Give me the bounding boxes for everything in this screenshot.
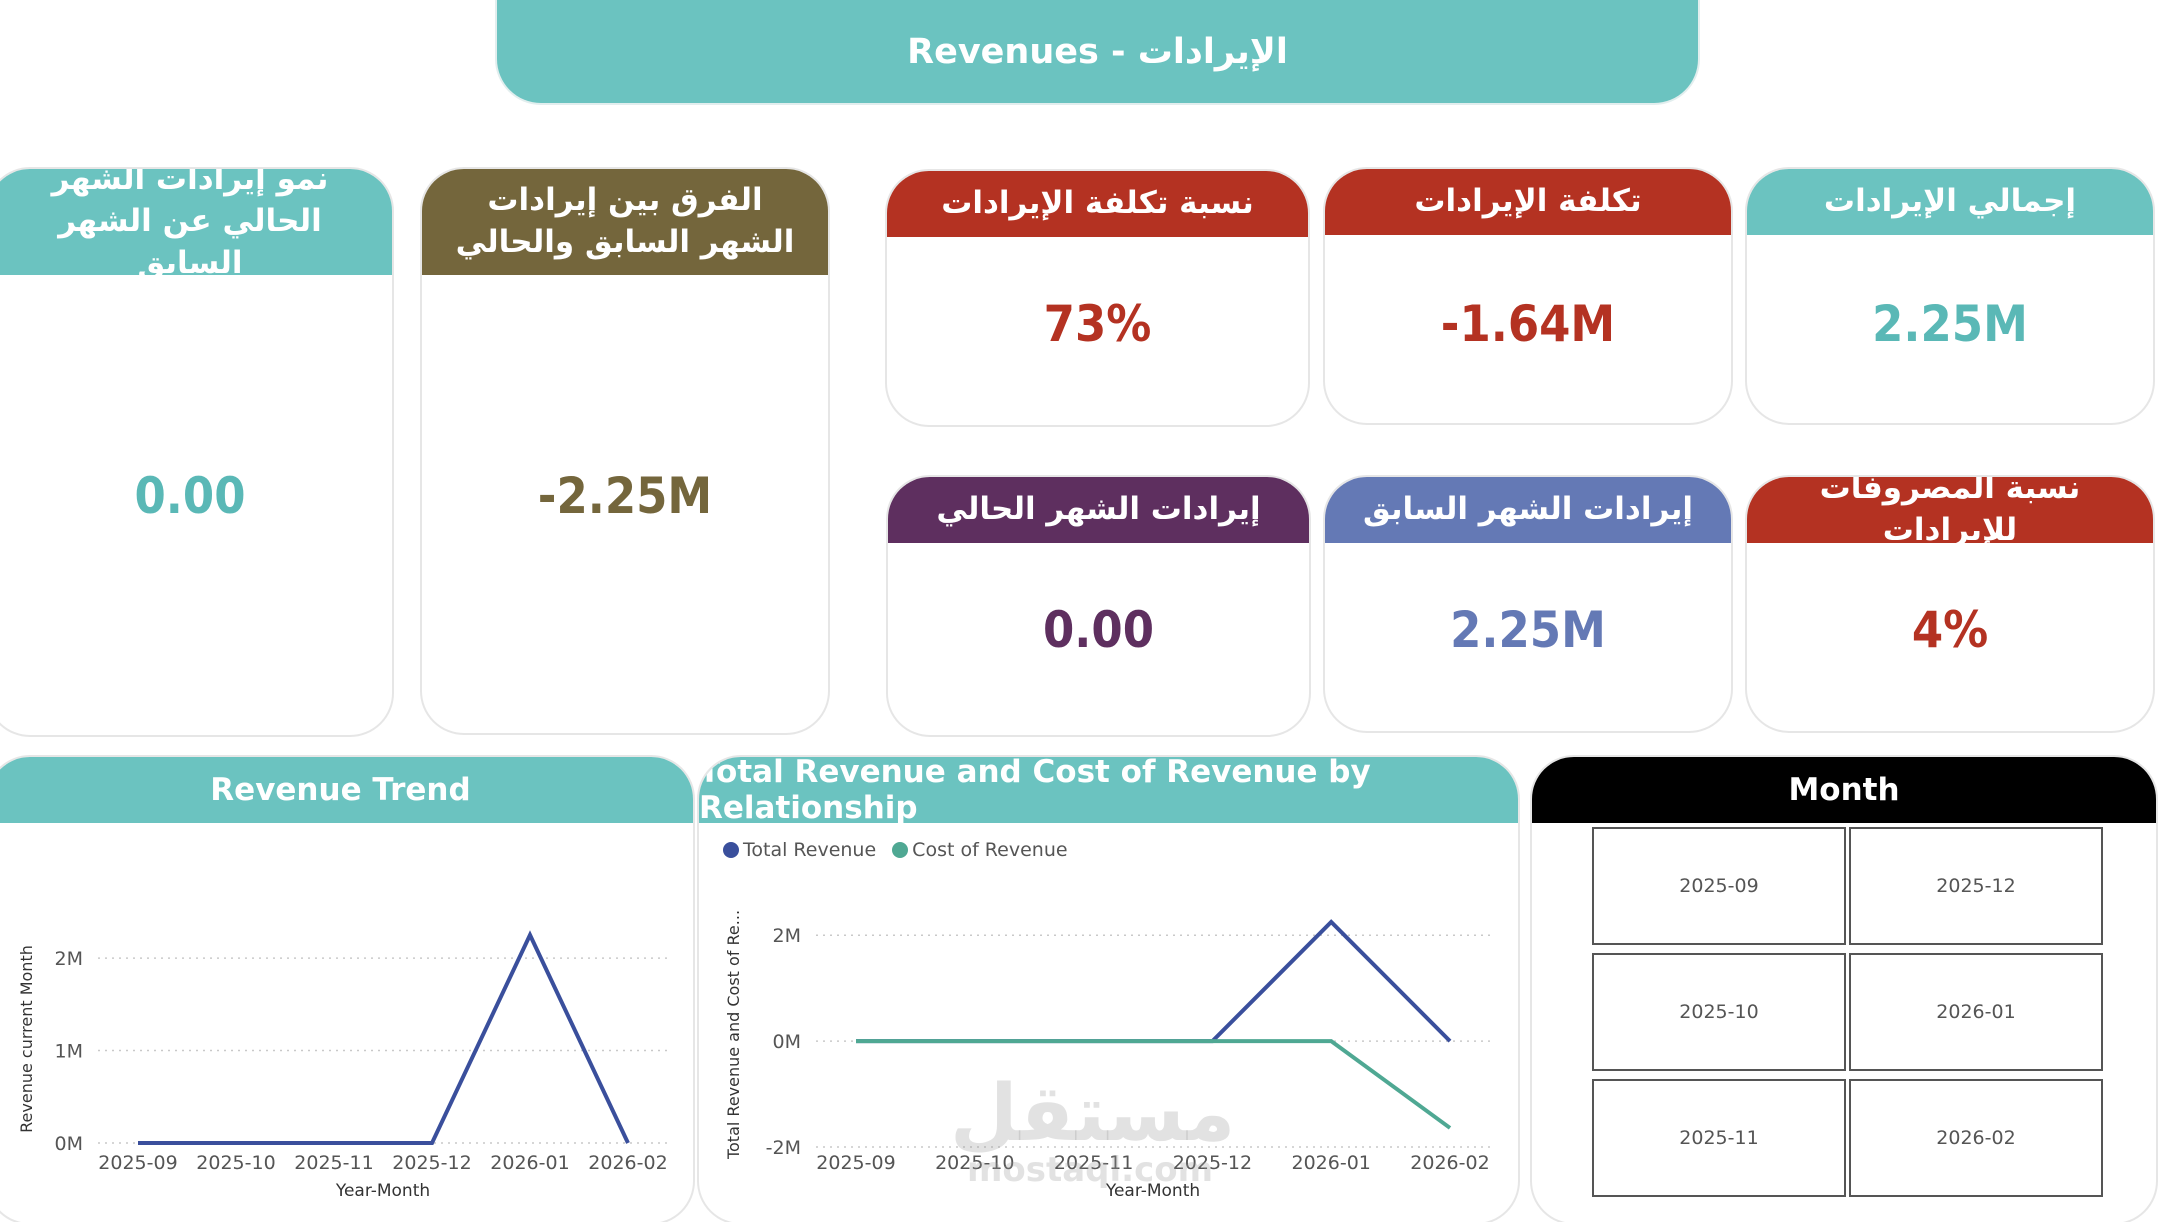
- legend-label: Total Revenue: [743, 839, 877, 861]
- page-title-banner: Revenues - الإيرادات: [495, 0, 1700, 105]
- month-option[interactable]: 2025-12: [1849, 827, 2103, 945]
- kpi-card-revenue-growth[interactable]: نمو إيرادات الشهر الحالي عن الشهر السابق…: [0, 167, 394, 737]
- x-tick-label: 2025-11: [294, 1152, 373, 1174]
- month-slicer-grid: 2025-09 2025-12 2025-10 2026-01 2025-11 …: [1592, 827, 2103, 1197]
- kpi-value: 73%: [1043, 295, 1152, 353]
- y-tick-label: -2M: [766, 1137, 801, 1159]
- series-line-revenue: [138, 930, 630, 1145]
- kpi-value: 0.00: [1043, 601, 1154, 659]
- kpi-header: تكلفة الإيرادات: [1325, 169, 1731, 235]
- legend-label: Cost of Revenue: [912, 839, 1068, 861]
- month-option[interactable]: 2026-01: [1849, 953, 2103, 1071]
- y-tick-label: 2M: [55, 948, 83, 970]
- revenue-trend-chart: 0M 1M 2M 2025-09 2025-10 2025-11 2025-12 2026-0…: [17, 930, 668, 1201]
- x-tick-label: 2025-12: [392, 1152, 471, 1174]
- x-tick-label: 2026-01: [1292, 1152, 1371, 1174]
- kpi-card-expense-ratio[interactable]: نسبة المصروفات للإيرادات 4%: [1745, 475, 2155, 733]
- panel-header: Revenue Trend: [0, 757, 693, 823]
- kpi-card-cost-of-revenue[interactable]: تكلفة الإيرادات -1.64M: [1323, 167, 1733, 425]
- x-tick-label: 2026-02: [588, 1152, 667, 1174]
- revenue-trend-panel: Revenue Trend 0M 1M 2M 2025-09 2025-10 2025-1…: [0, 755, 695, 1222]
- kpi-header: نسبة المصروفات للإيرادات: [1747, 477, 2153, 548]
- kpi-value: -1.64M: [1440, 295, 1616, 353]
- kpi-header: الفرق بين إيرادات الشهر السابق والحالي: [422, 169, 828, 275]
- month-option[interactable]: 2025-11: [1592, 1079, 1846, 1197]
- kpi-card-revenue-difference[interactable]: الفرق بين إيرادات الشهر السابق والحالي -…: [420, 167, 830, 735]
- x-tick-label: 2025-11: [1054, 1152, 1133, 1174]
- x-tick-label: 2026-02: [1410, 1152, 1489, 1174]
- legend-marker: [723, 842, 739, 858]
- legend-item-total-revenue[interactable]: Total Revenue: [723, 839, 876, 861]
- x-tick-label: 2025-09: [98, 1152, 177, 1174]
- x-axis-title: Year-Month: [1105, 1181, 1200, 1201]
- legend-item-cost-of-revenue[interactable]: Cost of Revenue: [892, 839, 1068, 861]
- page-title: Revenues - الإيرادات: [907, 31, 1288, 72]
- month-option[interactable]: 2025-09: [1592, 827, 1846, 945]
- y-tick-label: 2M: [773, 925, 801, 947]
- x-tick-label: 2025-12: [1173, 1152, 1252, 1174]
- kpi-value: -2.25M: [537, 467, 713, 525]
- revenue-trend-title: Revenue Trend: [210, 772, 471, 808]
- kpi-value: 0.00: [134, 467, 246, 525]
- kpi-value: 2.25M: [1872, 295, 2028, 353]
- y-tick-label: 0M: [55, 1133, 83, 1155]
- relationship-chart-panel: Total Revenue and Cost of Revenue by Rel…: [697, 755, 1520, 1222]
- kpi-header: إيرادات الشهر الحالي: [888, 477, 1309, 543]
- legend-marker: [892, 842, 909, 858]
- kpi-header: نسبة تكلفة الإيرادات: [887, 171, 1308, 237]
- kpi-header: نمو إيرادات الشهر الحالي عن الشهر السابق: [0, 169, 392, 281]
- kpi-value: 4%: [1911, 601, 1989, 659]
- kpi-card-previous-month-revenue[interactable]: إيرادات الشهر السابق 2.25M: [1323, 475, 1733, 733]
- month-slicer-panel: Month 2025-09 2025-12 2025-10 2026-01 20…: [1530, 755, 2158, 1222]
- series-line-cost-of-revenue: [856, 1039, 1452, 1130]
- x-tick-label: 2025-09: [816, 1152, 895, 1174]
- series-line-total-revenue: [856, 919, 1452, 1044]
- month-option[interactable]: 2025-10: [1592, 953, 1846, 1071]
- kpi-card-total-revenue[interactable]: إجمالي الإيرادات 2.25M: [1745, 167, 2155, 425]
- kpi-value: 2.25M: [1450, 601, 1606, 659]
- kpi-header: إجمالي الإيرادات: [1747, 169, 2153, 235]
- y-axis-title: Total Revenue and Cost of Re...: [724, 910, 743, 1160]
- kpi-header: إيرادات الشهر السابق: [1325, 477, 1731, 543]
- relationship-chart-title: Total Revenue and Cost of Revenue by Rel…: [699, 755, 1371, 826]
- chart-legend: Total Revenue Cost of Revenue: [723, 839, 1068, 861]
- kpi-card-current-month-revenue[interactable]: إيرادات الشهر الحالي 0.00: [886, 475, 1311, 737]
- month-slicer-title: Month: [1788, 772, 1900, 808]
- panel-header: Month: [1532, 757, 2156, 823]
- x-tick-label: 2026-01: [490, 1152, 569, 1174]
- y-tick-label: 1M: [55, 1041, 83, 1063]
- kpi-card-cost-ratio[interactable]: نسبة تكلفة الإيرادات 73%: [885, 169, 1310, 427]
- y-axis-title: Revenue current Month: [17, 945, 36, 1133]
- panel-header: Total Revenue and Cost of Revenue by Rel…: [699, 755, 1518, 826]
- y-tick-label: 0M: [773, 1031, 801, 1053]
- x-tick-label: 2025-10: [935, 1152, 1014, 1174]
- x-axis-title: Year-Month: [335, 1181, 430, 1201]
- x-tick-label: 2025-10: [196, 1152, 275, 1174]
- relationship-chart: -2M 0M 2M 2025-09 2025-10 2025-11 2025-12 2026-…: [724, 910, 1490, 1201]
- month-option[interactable]: 2026-02: [1849, 1079, 2103, 1197]
